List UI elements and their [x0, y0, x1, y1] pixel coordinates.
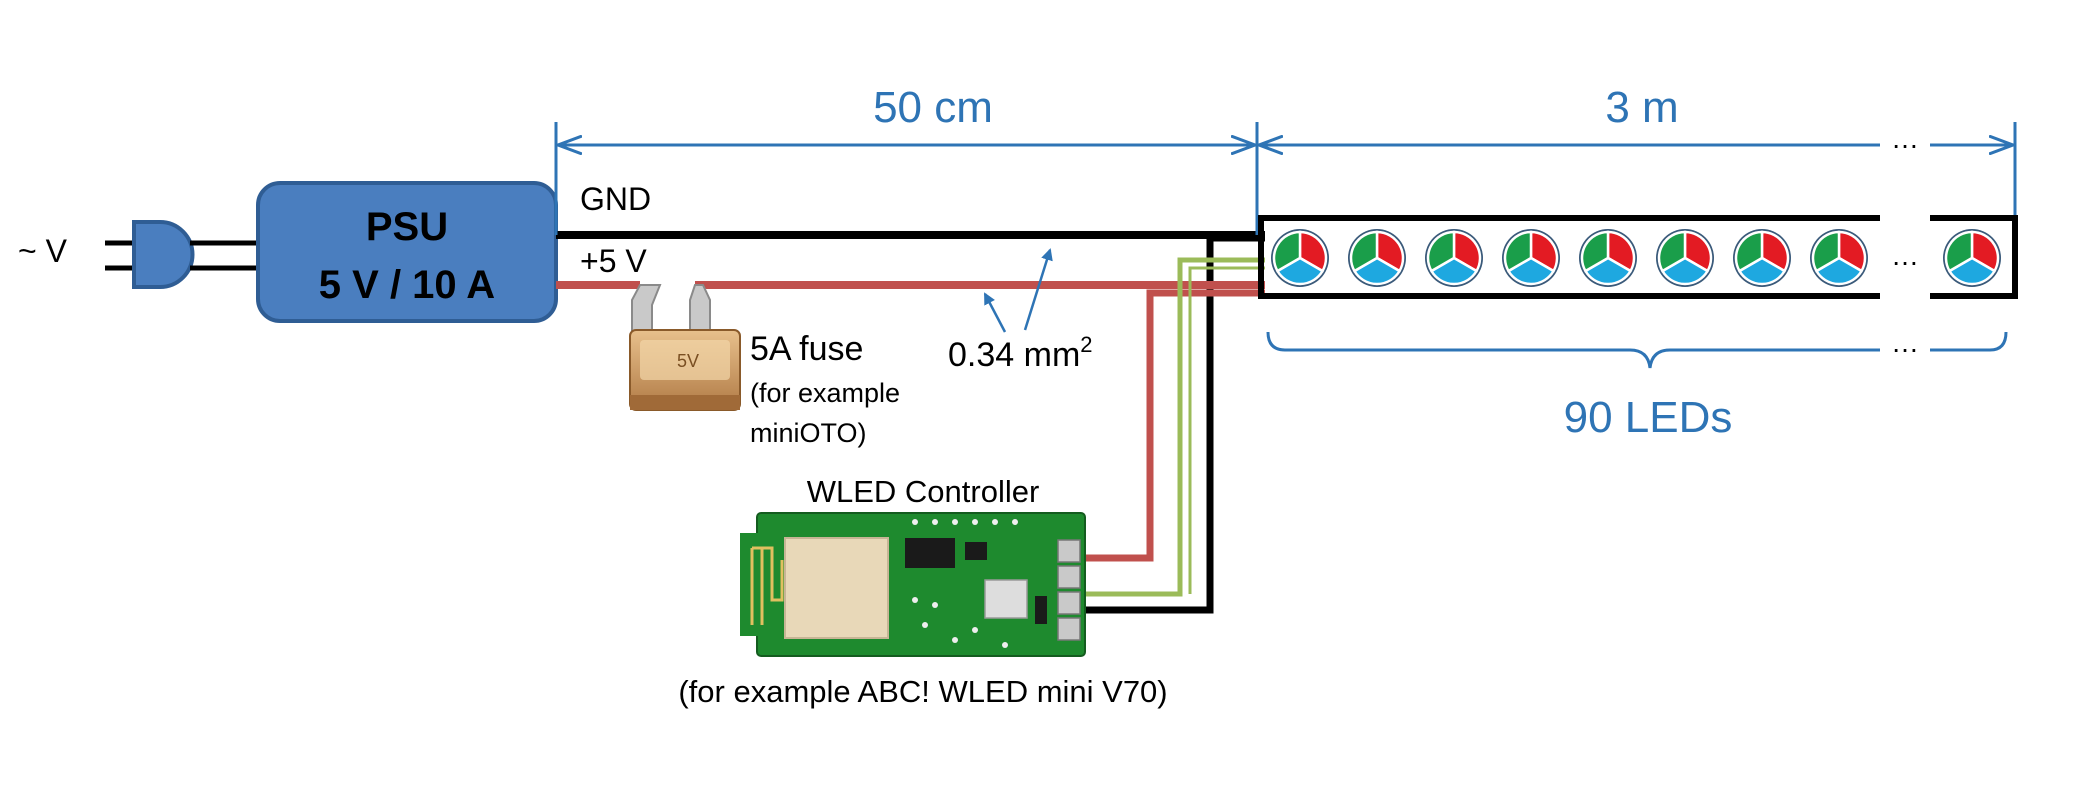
dimension-wire-length — [554, 122, 1259, 235]
wire-data — [1085, 257, 1265, 597]
fuse-marking: 5V — [677, 351, 699, 371]
wire-gnd — [556, 231, 1265, 614]
cross-section-value: 0.34 mm — [948, 336, 1080, 374]
controller-board — [740, 512, 1086, 657]
brace-ellipsis: … — [1891, 327, 1919, 358]
led-7 — [1733, 229, 1791, 287]
led-1 — [1271, 229, 1329, 287]
psu-box: PSU 5 V / 10 A — [256, 181, 558, 323]
led-3 — [1425, 229, 1483, 287]
led-9 — [1943, 229, 2001, 287]
psu-name: PSU — [366, 205, 448, 249]
controller-note: (for example ABC! WLED mini V70) — [678, 674, 1167, 709]
led-count-brace — [1266, 331, 2008, 369]
led-2 — [1348, 229, 1406, 287]
fuse-note-line1: (for example — [750, 378, 900, 408]
psu-rating: 5 V / 10 A — [319, 263, 495, 307]
fuse-icon: 5V — [629, 284, 741, 411]
plus5v-label: +5 V — [580, 243, 647, 279]
controller-title: WLED Controller — [807, 474, 1040, 509]
led-5 — [1579, 229, 1637, 287]
cross-section-label: 0.34 mm2 — [948, 332, 1093, 374]
silkscreen-dots — [912, 597, 1008, 648]
header-pins — [912, 519, 1018, 525]
fuse-note-line2: miniOTO) — [750, 418, 867, 448]
led-strip — [1258, 215, 2018, 299]
esp32-module — [784, 537, 889, 639]
dimension-strip-length-label: 3 m — [1605, 83, 1678, 132]
led-count-label: 90 LEDs — [1564, 393, 1733, 442]
strip-ellipsis: … — [1891, 240, 1919, 271]
antenna-trace — [750, 546, 784, 625]
button — [984, 579, 1028, 619]
led-6 — [1656, 229, 1714, 287]
led-8 — [1810, 229, 1868, 287]
dimension-wire-length-label: 50 cm — [873, 83, 993, 132]
wire-plus5v — [556, 281, 1265, 562]
mains-label: ~ V — [18, 233, 68, 269]
cross-section-unit-exponent: 2 — [1080, 332, 1092, 357]
led-4 — [1502, 229, 1560, 287]
dimension-ellipsis: … — [1891, 123, 1919, 154]
cross-section-arrows — [983, 248, 1053, 333]
chip-small — [965, 542, 987, 560]
led-group — [1271, 229, 2001, 287]
fuse-title: 5A fuse — [750, 330, 863, 368]
screw-terminal — [1057, 539, 1081, 641]
plug-icon — [105, 220, 260, 289]
gnd-label: GND — [580, 181, 651, 217]
diode — [1035, 596, 1047, 624]
dimension-strip-length — [1259, 122, 2017, 218]
chip — [905, 538, 955, 568]
